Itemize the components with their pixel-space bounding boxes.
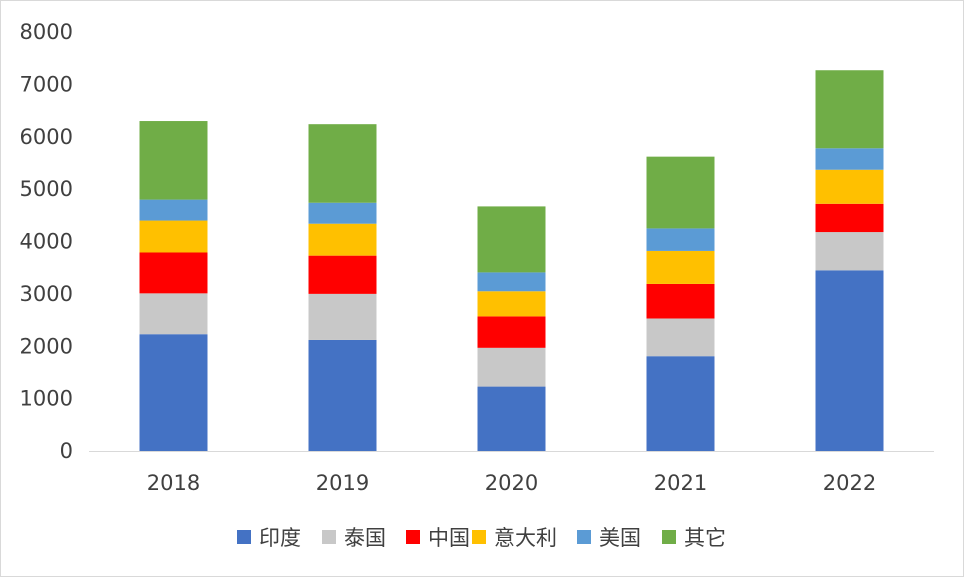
x-tick-label: 2018 xyxy=(147,471,200,495)
bar-segment-2019-2 xyxy=(308,255,377,294)
x-tick-label: 2020 xyxy=(485,471,538,495)
y-tick-label: 6000 xyxy=(20,125,73,149)
bar-stack-2022 xyxy=(815,70,884,451)
legend-swatch xyxy=(322,530,336,544)
bar-stacks xyxy=(139,70,884,451)
legend-swatch xyxy=(406,530,420,544)
bar-segment-2020-5 xyxy=(477,206,546,273)
bar-segment-2020-4 xyxy=(477,272,546,292)
bar-segment-2019-0 xyxy=(308,339,377,451)
bar-stack-2021 xyxy=(646,156,715,451)
legend-label: 中国 xyxy=(428,526,470,550)
bar-segment-2022-4 xyxy=(815,148,884,170)
y-tick-label: 2000 xyxy=(20,334,73,358)
bar-stack-2019 xyxy=(308,124,377,451)
bar-segment-2020-2 xyxy=(477,316,546,348)
bar-segment-2021-5 xyxy=(646,156,715,229)
legend-swatch xyxy=(577,530,591,544)
bar-segment-2022-0 xyxy=(815,270,884,451)
bar-segment-2021-4 xyxy=(646,228,715,251)
legend-label: 美国 xyxy=(599,526,641,550)
bar-segment-2018-0 xyxy=(139,334,208,451)
x-axis-tick-labels: 2018 2019 2020 2021 2022 xyxy=(147,471,876,495)
bar-segment-2021-2 xyxy=(646,283,715,319)
legend-item: 意大利 xyxy=(472,526,557,550)
bar-segment-2019-1 xyxy=(308,293,377,340)
legend: 印度 泰国 中国 意大利 美国 其它 xyxy=(237,526,726,550)
bar-stack-2018 xyxy=(139,121,208,451)
y-tick-label: 8000 xyxy=(20,20,73,44)
bar-segment-2022-1 xyxy=(815,232,884,271)
bar-segment-2022-2 xyxy=(815,203,884,233)
bar-segment-2018-1 xyxy=(139,293,208,335)
bar-segment-2020-3 xyxy=(477,291,546,317)
bar-segment-2019-4 xyxy=(308,202,377,224)
bar-segment-2022-3 xyxy=(815,169,884,204)
x-tick-label: 2019 xyxy=(316,471,369,495)
y-tick-label: 7000 xyxy=(20,72,73,96)
legend-label: 其它 xyxy=(684,526,726,550)
legend-item: 泰国 xyxy=(322,526,386,550)
bar-segment-2018-5 xyxy=(139,121,208,200)
bar-segment-2019-5 xyxy=(308,124,377,203)
legend-label: 泰国 xyxy=(344,526,386,550)
y-tick-label: 4000 xyxy=(20,230,73,254)
bar-segment-2021-0 xyxy=(646,356,715,451)
bar-segment-2020-1 xyxy=(477,347,546,387)
legend-label: 印度 xyxy=(259,526,301,550)
x-tick-label: 2022 xyxy=(823,471,876,495)
legend-item: 印度 xyxy=(237,526,301,550)
legend-item: 美国 xyxy=(577,526,641,550)
y-axis-tick-labels: 0 1000 2000 3000 4000 5000 6000 7000 8000 xyxy=(20,20,73,463)
legend-swatch xyxy=(472,530,486,544)
x-tick-label: 2021 xyxy=(654,471,707,495)
bar-segment-2021-3 xyxy=(646,250,715,284)
bar-segment-2020-0 xyxy=(477,386,546,451)
y-tick-label: 1000 xyxy=(20,387,73,411)
y-tick-label: 3000 xyxy=(20,282,73,306)
bar-segment-2021-1 xyxy=(646,318,715,357)
bar-segment-2018-3 xyxy=(139,220,208,253)
bar-segment-2022-5 xyxy=(815,70,884,149)
bar-stack-2020 xyxy=(477,206,546,451)
bar-segment-2018-4 xyxy=(139,199,208,221)
legend-swatch xyxy=(237,530,251,544)
bar-segment-2018-2 xyxy=(139,252,208,294)
legend-item: 其它 xyxy=(662,526,726,550)
legend-label: 意大利 xyxy=(494,526,557,550)
legend-swatch xyxy=(662,530,676,544)
y-tick-label: 0 xyxy=(60,439,73,463)
legend-item: 中国 xyxy=(406,526,470,550)
bar-segment-2019-3 xyxy=(308,223,377,256)
y-tick-label: 5000 xyxy=(20,177,73,201)
